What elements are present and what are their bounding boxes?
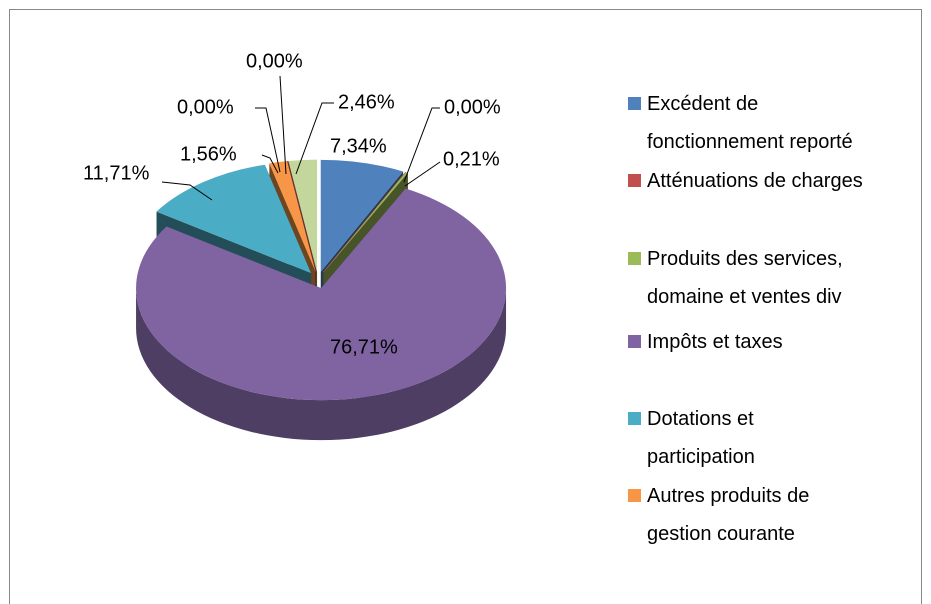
data-label: 11,71% bbox=[83, 162, 150, 184]
slice-top bbox=[323, 172, 408, 273]
slice-top bbox=[269, 161, 316, 272]
leader-line bbox=[255, 107, 281, 173]
legend-label: Atténuations de charges bbox=[647, 170, 863, 192]
legend-label: Excédent de fonctionnement reporté bbox=[647, 93, 853, 153]
leader-line bbox=[261, 154, 279, 174]
leader-line bbox=[161, 181, 213, 201]
data-label: 2,46% bbox=[338, 91, 395, 113]
legend-item: Autres produits de gestion courante bbox=[628, 477, 847, 553]
slice-top bbox=[320, 159, 404, 272]
data-label: 1,56% bbox=[180, 143, 237, 165]
slice-top bbox=[287, 160, 317, 272]
legend-swatch bbox=[628, 97, 641, 110]
legend-swatch bbox=[628, 335, 641, 348]
legend-swatch bbox=[628, 174, 641, 187]
data-label: 0,00% bbox=[246, 50, 303, 72]
slice-side bbox=[136, 288, 507, 441]
legend-swatch bbox=[628, 412, 641, 425]
legend-label: Dotations et participation bbox=[647, 408, 755, 468]
slice-top bbox=[322, 171, 407, 273]
data-label: 76,71% bbox=[330, 336, 398, 358]
legend-item: Produits des services, domaine et ventes… bbox=[628, 240, 887, 316]
leader-line bbox=[403, 107, 440, 183]
legend-label: Autres produits de gestion courante bbox=[647, 485, 810, 545]
chart-border bbox=[9, 9, 922, 604]
leader-line bbox=[404, 161, 441, 187]
legend-swatch bbox=[628, 489, 641, 502]
legend-item: Atténuations de charges bbox=[628, 162, 887, 200]
legend-swatch bbox=[628, 252, 641, 265]
legend-label: Produits des services, domaine et ventes… bbox=[647, 248, 843, 308]
legend-item: Excédent de fonctionnement reporté bbox=[628, 85, 887, 161]
data-label: 7,34% bbox=[330, 135, 387, 157]
data-label: 0,00% bbox=[177, 96, 234, 118]
leader-line bbox=[295, 102, 334, 175]
slice-top bbox=[288, 159, 318, 272]
slice-top bbox=[136, 188, 507, 401]
data-label: 0,00% bbox=[444, 96, 501, 118]
slice bbox=[136, 188, 507, 441]
legend-label: Impôts et taxes bbox=[647, 331, 783, 353]
legend-item: Impôts et taxes bbox=[628, 323, 887, 361]
leader-line bbox=[279, 75, 287, 175]
legend-item: Dotations et participation bbox=[628, 400, 797, 476]
data-label: 0,21% bbox=[443, 148, 500, 170]
slice-top bbox=[156, 164, 312, 274]
